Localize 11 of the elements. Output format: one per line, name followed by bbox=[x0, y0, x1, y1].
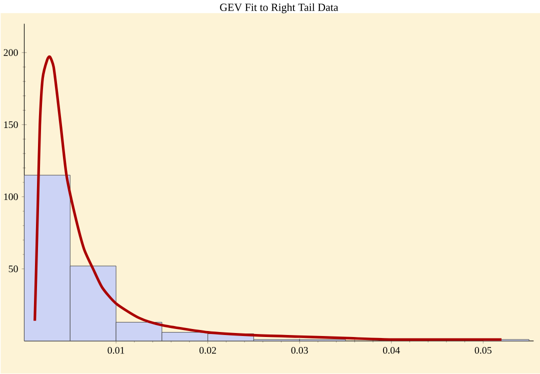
x-tick-label: 0.03 bbox=[291, 347, 308, 354]
x-tick-label: 0.04 bbox=[383, 347, 400, 354]
line-series bbox=[34, 56, 503, 342]
y-tick-label: 50 bbox=[8, 266, 18, 272]
x-tick-label: 0.01 bbox=[108, 347, 124, 354]
x-tick-label: 0.02 bbox=[199, 347, 216, 354]
chart-title: GEV Fit to Right Tail Data bbox=[220, 3, 338, 14]
y-tick-label: 100 bbox=[4, 194, 18, 200]
y-tick-label: 200 bbox=[4, 49, 18, 56]
y-tick-label: 150 bbox=[4, 121, 18, 128]
x-tick-label: 0.05 bbox=[474, 347, 492, 354]
